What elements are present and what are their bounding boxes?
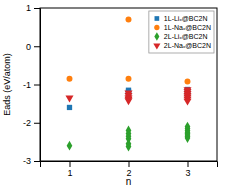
point xyxy=(126,16,132,22)
legend-box xyxy=(149,11,214,53)
y-tick: 1 xyxy=(26,3,40,13)
y-tick: -2 xyxy=(23,118,40,128)
x-domain xyxy=(41,162,218,168)
plot: 123-3-2-1011L-Liₓ@BC2N1L-Naₓ@BC2N2L-Liₓ@… xyxy=(23,3,218,178)
x-tick-mark xyxy=(70,161,71,167)
point xyxy=(183,99,191,106)
y-tick: -3 xyxy=(23,156,40,166)
x-tick-mark xyxy=(188,161,189,167)
y-tick-label: 1 xyxy=(26,3,31,13)
x-tick: 1 xyxy=(67,161,72,178)
point xyxy=(185,78,191,84)
point xyxy=(185,133,191,143)
legend-symbol xyxy=(154,25,159,30)
x-tick-mark xyxy=(129,161,130,167)
y-tick: -1 xyxy=(23,80,40,90)
x-tick-label: 1 xyxy=(67,168,72,178)
legend-label: 1L-Liₓ@BC2N xyxy=(164,15,208,22)
y-tick-mark xyxy=(34,161,40,162)
point xyxy=(67,105,72,110)
point xyxy=(67,141,73,151)
legend-symbol xyxy=(153,43,160,49)
legend-label: 2L-Naₓ@BC2N xyxy=(164,42,211,49)
y-domain xyxy=(34,9,41,162)
point xyxy=(65,96,73,103)
y-axis-title: Eads (eV/atom) xyxy=(2,53,12,116)
legend-label: 2L-Liₓ@BC2N xyxy=(164,33,208,40)
x-tick: 3 xyxy=(185,161,190,178)
y-tick: 0 xyxy=(26,42,40,52)
point xyxy=(126,142,132,152)
legend-symbol xyxy=(155,16,160,21)
plot-frame xyxy=(40,8,217,161)
legend: 1L-Liₓ@BC2N 1L-Naₓ@BC2N 2L-Liₓ@BC2N 2L-Naₓ@… xyxy=(149,11,214,53)
legend-symbol xyxy=(154,32,159,41)
x-tick-label: 3 xyxy=(185,168,190,178)
series xyxy=(67,122,191,152)
y-tick-mark xyxy=(34,46,40,47)
point xyxy=(124,98,132,105)
y-tick-label: 0 xyxy=(26,42,31,52)
y-tick-mark xyxy=(34,8,40,9)
y-tick-label: -2 xyxy=(23,118,31,128)
chart: 123-3-2-1011L-Liₓ@BC2N1L-Naₓ@BC2N2L-Liₓ@… xyxy=(0,0,225,189)
y-tick-mark xyxy=(34,123,40,124)
y-tick-label: -1 xyxy=(23,80,31,90)
series xyxy=(65,87,191,105)
series xyxy=(67,87,190,110)
point xyxy=(67,76,73,82)
y-tick-label: -3 xyxy=(23,156,31,166)
y-tick-mark xyxy=(34,85,40,86)
y-axis: -3 -2 -1 0 1 xyxy=(23,3,41,166)
x-axis-title: n xyxy=(126,176,132,187)
legend-label: 1L-Naₓ@BC2N xyxy=(164,24,211,31)
point xyxy=(126,76,132,82)
